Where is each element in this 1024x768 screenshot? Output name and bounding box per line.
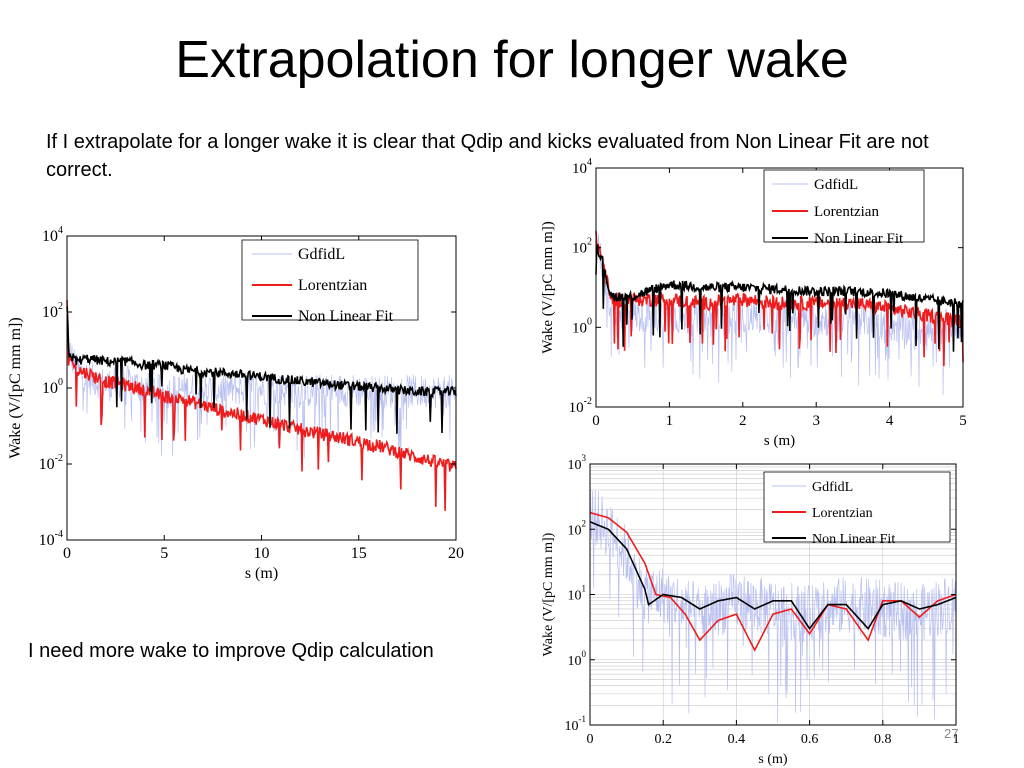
x-tick-label: 15 [351,545,367,562]
series-line-non-linear-fit [589,521,957,630]
series-line-non-linear-fit [595,243,964,352]
x-tick-label: 0.8 [874,732,892,747]
series-line-non-linear-fit [66,306,457,434]
y-axis-label: Wake (V/[pC mm m]) [540,221,556,354]
y-tick-label: 10-4 [39,529,63,549]
y-tick-label: 102 [568,518,587,538]
y-tick-label: 103 [568,453,587,473]
x-tick-label: 0.4 [728,732,746,747]
chart-3: 0 0.2 0.4 0.6 0.8 1 103 102 101 100 10-1 s (m) Wake … [541,453,960,767]
y-axis-label: Wake (V/[pC mm m]) [7,317,24,458]
slide-title: Extrapolation for longer wake [175,31,849,89]
x-tick-label: 0.2 [654,732,672,747]
x-tick-label: 0 [587,732,594,747]
x-tick-label: 0 [592,413,600,429]
series-line-lorentzian [66,299,457,511]
legend-label: Non Linear Fit [298,308,394,325]
legend-label: GdfidL [812,480,853,495]
intro-text: If I extrapolate for a longer wake it is… [46,131,929,181]
page-number: 27 [944,726,959,741]
y-tick-label: 102 [42,301,63,321]
x-tick-label: 0.6 [801,732,819,747]
legend-label: GdfidL [298,246,345,263]
series-line-gdfidl [66,306,457,459]
x-axis-label: s (m) [245,565,278,582]
legend-label: Non Linear Fit [814,231,904,247]
legend-label: Lorentzian [298,277,367,294]
y-tick-label: 100 [568,649,587,669]
y-tick-label: 10-2 [569,396,592,416]
y-tick-label: 100 [42,377,63,397]
legend-label: Non Linear Fit [812,532,895,547]
y-tick-label: 104 [572,157,592,177]
x-tick-label: 0 [63,545,71,562]
plot-frame [595,167,964,408]
x-tick-label: 2 [739,413,747,429]
y-tick-label: 10-2 [39,453,63,473]
note-text: I need more wake to improve Qdip calcula… [28,640,434,662]
x-tick-label: 4 [886,413,894,429]
x-tick-label: 10 [254,545,270,562]
x-axis-label: s (m) [758,752,788,767]
x-tick-label: 5 [160,545,168,562]
chart-2: 0 1 2 3 4 5 104 102 100 10-2 s (m) Wake (V/[pC mm m… [540,157,967,449]
series-line-lorentzian [595,230,964,367]
legend-box [763,169,925,243]
chart-1: 0 5 10 15 20 104 102 100 10-2 10-4 s (m) Wake (V/[p… [7,225,464,582]
legend-label: GdfidL [814,177,858,193]
y-tick-label: 100 [572,316,592,336]
legend-box [241,239,419,321]
legend-label: Lorentzian [812,506,873,521]
x-tick-label: 20 [448,545,464,562]
x-tick-label: 1 [666,413,674,429]
x-tick-label: 5 [959,413,967,429]
y-tick-label: 102 [572,237,592,257]
y-tick-label: 10-1 [565,714,587,734]
x-tick-label: 1 [953,732,960,747]
legend-label: Lorentzian [814,204,879,220]
y-axis-label: Wake (V/[pC mm m]) [541,532,556,656]
y-tick-label: 101 [568,584,587,604]
x-tick-label: 3 [812,413,820,429]
y-tick-label: 104 [42,225,63,245]
series-line-lorentzian [589,511,957,652]
x-axis-label: s (m) [764,433,795,449]
legend-box [763,471,951,543]
